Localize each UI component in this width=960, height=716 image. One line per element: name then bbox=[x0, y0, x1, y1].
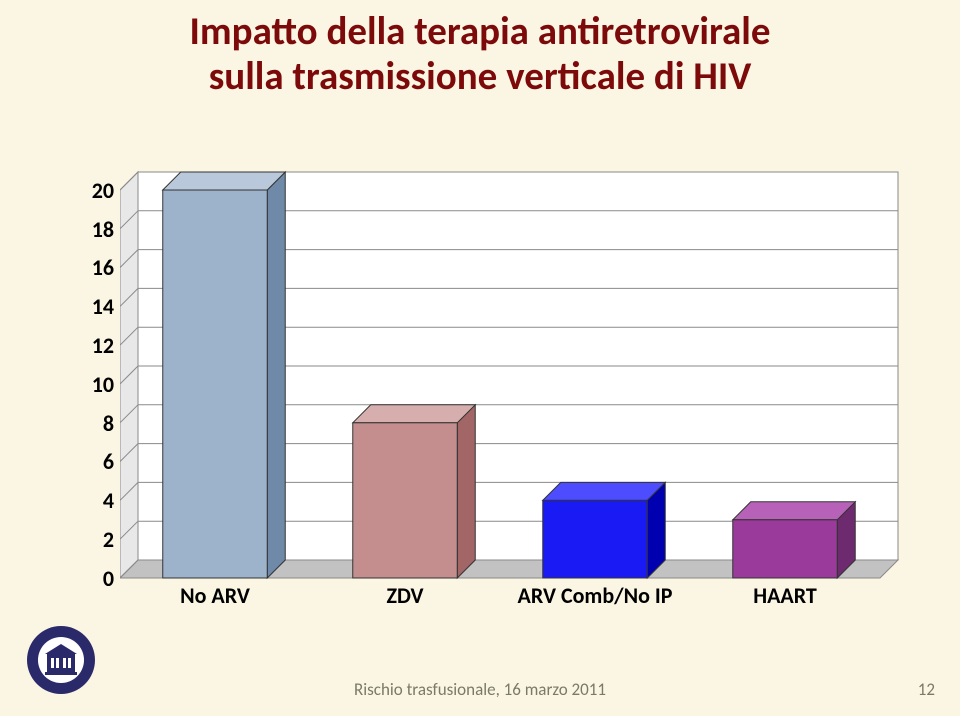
y-tick-label: 4 bbox=[80, 487, 114, 514]
footer-text: Rischio trasfusionale, 16 marzo 2011 bbox=[0, 679, 960, 700]
x-tick-label: No ARV bbox=[125, 584, 306, 608]
y-tick-label: 20 bbox=[80, 177, 114, 204]
x-tick-label: ZDV bbox=[315, 584, 496, 608]
y-tick-label: 8 bbox=[80, 410, 114, 437]
y-tick-label: 12 bbox=[80, 332, 114, 359]
page-number: 12 bbox=[918, 679, 935, 700]
y-tick-label: 10 bbox=[80, 371, 114, 398]
x-tick-label: HAART bbox=[695, 584, 876, 608]
y-tick-label: 2 bbox=[80, 526, 114, 553]
bar-chart bbox=[120, 170, 900, 580]
title-line2: sulla trasmissione verticale di HIV bbox=[209, 53, 752, 100]
institution-logo-icon bbox=[25, 624, 97, 696]
y-tick-label: 14 bbox=[80, 293, 114, 320]
slide-title: Impatto della terapia antiretrovirale su… bbox=[0, 10, 960, 100]
y-tick-label: 6 bbox=[80, 448, 114, 475]
y-tick-label: 18 bbox=[80, 216, 114, 243]
x-tick-label: ARV Comb/No IP bbox=[505, 584, 686, 608]
slide: Impatto della terapia antiretrovirale su… bbox=[0, 0, 960, 716]
y-tick-label: 0 bbox=[80, 565, 114, 592]
chart-container: Tasso di trasmissione% 02468101214161820… bbox=[95, 170, 915, 640]
y-tick-label: 16 bbox=[80, 254, 114, 281]
title-line1: Impatto della terapia antiretrovirale bbox=[190, 8, 771, 55]
